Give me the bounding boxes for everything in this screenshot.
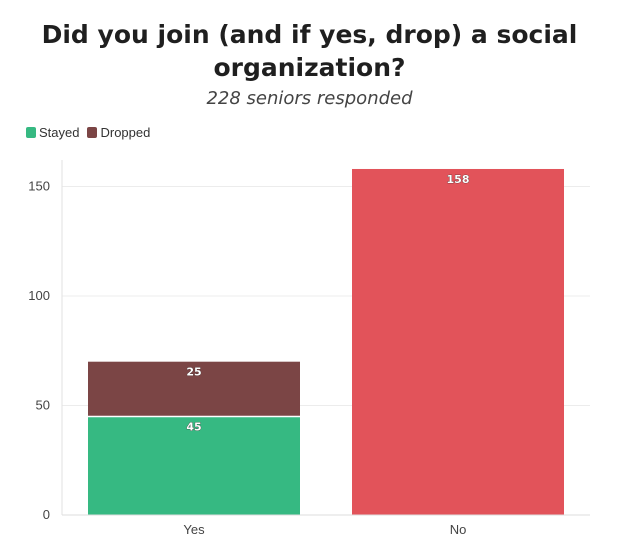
data-label: 25 bbox=[186, 366, 201, 379]
legend-item-stayed: Stayed bbox=[26, 125, 79, 140]
bar-yes-series-0 bbox=[88, 416, 300, 515]
bar-no-series-2 bbox=[352, 168, 564, 516]
legend-swatch-stayed bbox=[26, 127, 36, 138]
x-tick-label: Yes bbox=[183, 522, 205, 537]
legend-swatch-dropped bbox=[87, 127, 98, 138]
data-label: 158 bbox=[447, 173, 470, 186]
legend-label-dropped: Dropped bbox=[100, 125, 151, 140]
y-tick-label: 150 bbox=[28, 179, 50, 194]
chart-subtitle: 228 seniors responded bbox=[206, 88, 413, 109]
data-label: 45 bbox=[186, 420, 201, 433]
chart-title-line-2: organization? bbox=[213, 53, 406, 82]
y-tick-label: 100 bbox=[28, 288, 50, 303]
bar-yes-series-1 bbox=[88, 361, 300, 417]
y-tick-label: 0 bbox=[43, 507, 50, 522]
legend-item-dropped: Dropped bbox=[87, 125, 150, 140]
chart-title-line-1: Did you join (and if yes, drop) a social bbox=[41, 20, 578, 49]
chart-legend: Stayed Dropped bbox=[26, 125, 150, 140]
chart-title: Did you join (and if yes, drop) a social… bbox=[0, 18, 619, 84]
legend-label-stayed: Stayed bbox=[39, 125, 80, 140]
y-tick-label: 50 bbox=[36, 398, 50, 413]
x-tick-label: No bbox=[450, 522, 467, 537]
